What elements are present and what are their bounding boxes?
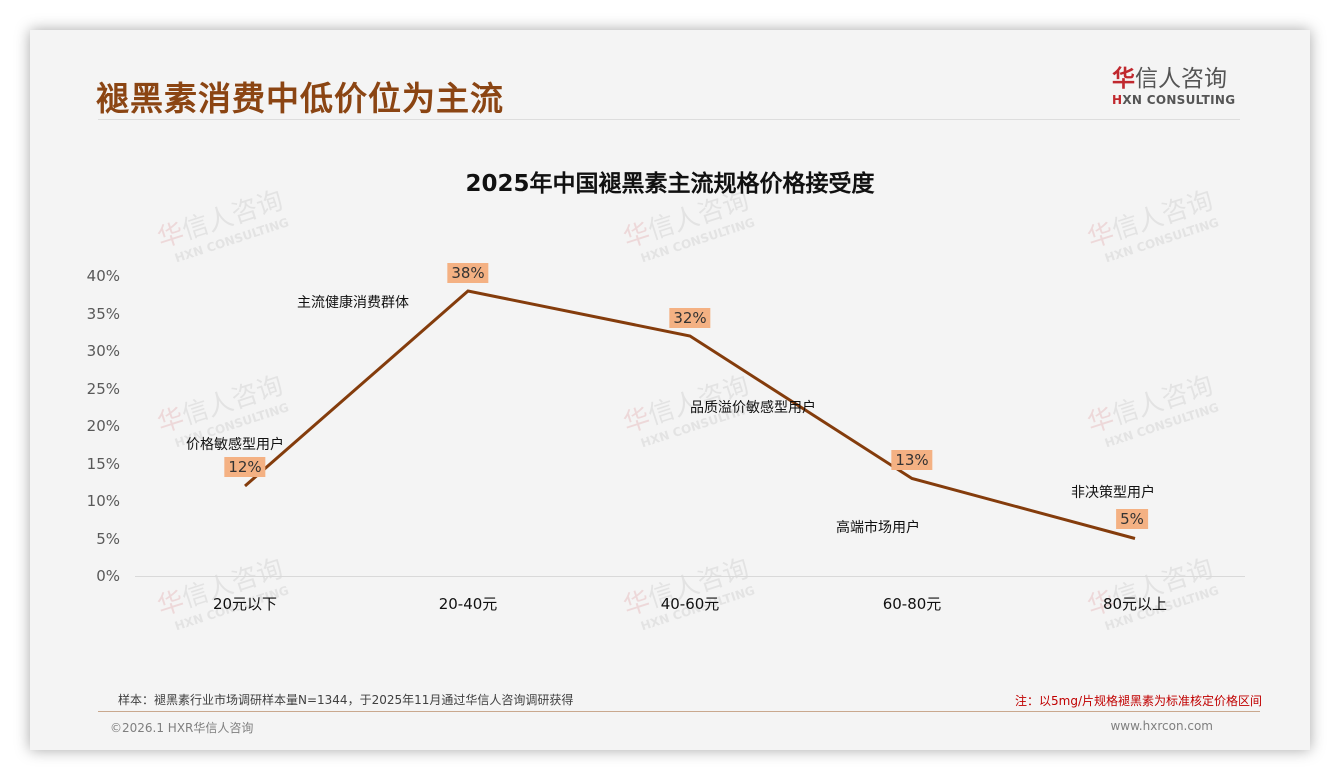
- segment-annotation: 价格敏感型用户: [186, 437, 284, 453]
- x-axis-line: [135, 576, 1245, 577]
- segment-annotation: 主流健康消费群体: [297, 295, 409, 311]
- x-tick-label: 80元以上: [1102, 595, 1168, 613]
- segment-annotation: 非决策型用户: [1071, 485, 1155, 501]
- y-tick-label: 25%: [86, 379, 120, 398]
- y-tick-label: 35%: [86, 304, 120, 323]
- segment-annotation: 品质溢价敏感型用户: [690, 400, 816, 416]
- data-label: 12%: [224, 457, 266, 477]
- logo-en-text: XN CONSULTING: [1122, 93, 1236, 107]
- data-label: 13%: [891, 450, 933, 470]
- x-tick-label: 60-80元: [882, 595, 942, 613]
- copyright: ©2026.1 HXR华信人咨询: [110, 721, 254, 735]
- y-tick-label: 20%: [86, 417, 120, 435]
- line-series: [244, 289, 1136, 540]
- logo-english: HXN CONSULTING: [1112, 93, 1242, 107]
- sample-note: 样本：褪黑素行业市场调研样本量N=1344，于2025年11月通过华信人咨询调研…: [118, 693, 574, 707]
- y-tick-label: 40%: [86, 267, 120, 285]
- title-divider: [98, 119, 1240, 120]
- logo-chinese: 华信人咨询: [1112, 66, 1242, 92]
- data-label: 38%: [447, 263, 489, 283]
- website-link[interactable]: www.hxrcon.com: [1110, 719, 1213, 733]
- chart-title: 2025年中国褪黑素主流规格价格接受度: [465, 171, 875, 197]
- data-label: 5%: [1116, 509, 1148, 529]
- y-tick-label: 5%: [96, 529, 120, 548]
- y-tick-label: 15%: [86, 454, 120, 473]
- report-slide: 褪黑素消费中低价位为主流 华信人咨询 HXN CONSULTING 华信人咨询 H…: [30, 30, 1310, 750]
- brand-logo: 华信人咨询 HXN CONSULTING: [1112, 66, 1242, 107]
- y-tick-label: 0%: [96, 567, 120, 585]
- data-label: 32%: [669, 308, 711, 328]
- x-tick-label: 40-60元: [660, 595, 720, 613]
- logo-en-mark: H: [1112, 93, 1123, 107]
- y-tick-label: 10%: [86, 492, 120, 510]
- logo-mark: 华: [1112, 66, 1135, 92]
- segment-annotation: 高端市场用户: [836, 520, 920, 536]
- logo-text: 信人咨询: [1135, 66, 1227, 92]
- page-title: 褪黑素消费中低价位为主流: [96, 79, 504, 118]
- x-tick-label: 20元以下: [212, 595, 278, 613]
- x-tick-label: 20-40元: [438, 595, 498, 613]
- price-note: 注：以5mg/片规格褪黑素为标准核定价格区间: [1015, 694, 1262, 708]
- y-tick-label: 30%: [86, 342, 120, 360]
- footer-divider: [98, 711, 1260, 712]
